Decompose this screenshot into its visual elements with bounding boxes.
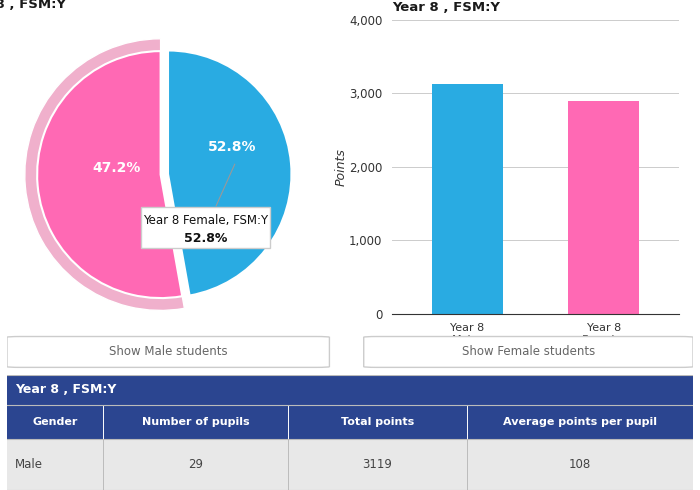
Text: Proportion of points awarded
Year 8 , FSM:Y: Proportion of points awarded Year 8 , FS… <box>0 0 179 11</box>
FancyBboxPatch shape <box>7 337 330 368</box>
FancyBboxPatch shape <box>7 375 693 405</box>
Text: 47.2%: 47.2% <box>92 161 140 175</box>
Wedge shape <box>37 51 182 298</box>
FancyBboxPatch shape <box>141 207 270 248</box>
Text: 3119: 3119 <box>363 458 393 471</box>
Text: Male: Male <box>15 458 43 471</box>
Text: Year 8 Female, FSM:Y: Year 8 Female, FSM:Y <box>143 214 268 227</box>
Y-axis label: Points: Points <box>335 147 347 186</box>
Text: 108: 108 <box>568 458 591 471</box>
FancyBboxPatch shape <box>364 337 693 368</box>
Text: Average points per pupil: Average points per pupil <box>503 417 657 427</box>
FancyBboxPatch shape <box>7 405 693 440</box>
Text: Gender: Gender <box>32 417 78 427</box>
Wedge shape <box>168 50 291 295</box>
Text: 29: 29 <box>188 458 203 471</box>
Text: Total points by Gender
Year 8 , FSM:Y: Total points by Gender Year 8 , FSM:Y <box>392 0 561 14</box>
Text: Show Male students: Show Male students <box>109 345 228 358</box>
Text: Show Female students: Show Female students <box>462 345 595 358</box>
Text: Total points: Total points <box>341 417 414 427</box>
FancyBboxPatch shape <box>7 440 693 490</box>
Text: 52.8%: 52.8% <box>208 140 256 154</box>
Text: Year 8 , FSM:Y: Year 8 , FSM:Y <box>15 383 117 396</box>
Wedge shape <box>25 39 184 311</box>
Bar <box>568 101 639 314</box>
Bar <box>432 84 503 314</box>
Text: Number of pupils: Number of pupils <box>142 417 249 427</box>
Text: 52.8%: 52.8% <box>184 232 228 245</box>
